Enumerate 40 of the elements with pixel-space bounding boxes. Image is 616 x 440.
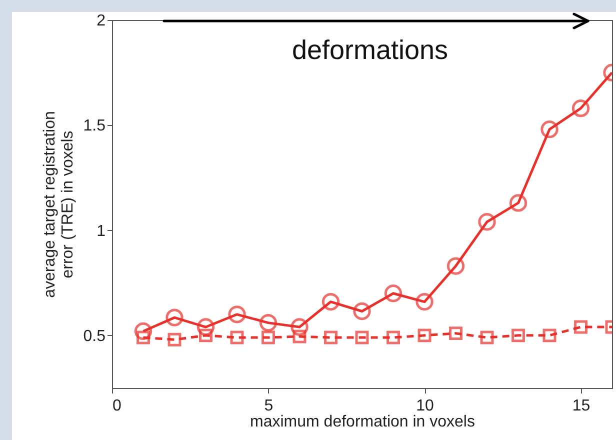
y-tick-label: 1.5 [83, 118, 106, 135]
point [509, 194, 528, 212]
point [290, 318, 308, 336]
point [196, 318, 215, 336]
point [540, 120, 558, 138]
x-tick-label: 10 [416, 398, 434, 414]
point [199, 328, 212, 342]
y-tick-label: 0.5 [83, 328, 106, 345]
point [416, 292, 434, 311]
x-tick-label: 15 [572, 398, 590, 414]
point [228, 306, 246, 324]
point [542, 328, 556, 342]
y-tick-label: 1 [96, 222, 106, 240]
point [386, 330, 400, 344]
point [230, 330, 244, 344]
point [418, 328, 432, 342]
x-axis-title: maximum deformation in voxels [250, 414, 475, 430]
point [166, 308, 184, 326]
point [449, 326, 462, 340]
y-tick-label: 2 [96, 12, 106, 30]
point [322, 292, 340, 311]
point [480, 330, 494, 344]
y-axis-title: average target registration error (TRE) in voxels [41, 111, 76, 298]
point [384, 284, 402, 302]
point [512, 328, 525, 342]
point [292, 330, 306, 344]
point [353, 302, 371, 320]
point [574, 320, 588, 334]
point [572, 100, 590, 118]
point [262, 330, 275, 344]
point [446, 257, 465, 275]
point [324, 330, 338, 344]
annotation: deformations [292, 35, 448, 65]
point [355, 330, 369, 344]
point [134, 322, 152, 340]
x-tick-label: 0 [112, 398, 122, 414]
point [168, 332, 182, 346]
point [478, 213, 496, 231]
point [259, 314, 278, 332]
x-tick-label: 5 [264, 398, 274, 414]
